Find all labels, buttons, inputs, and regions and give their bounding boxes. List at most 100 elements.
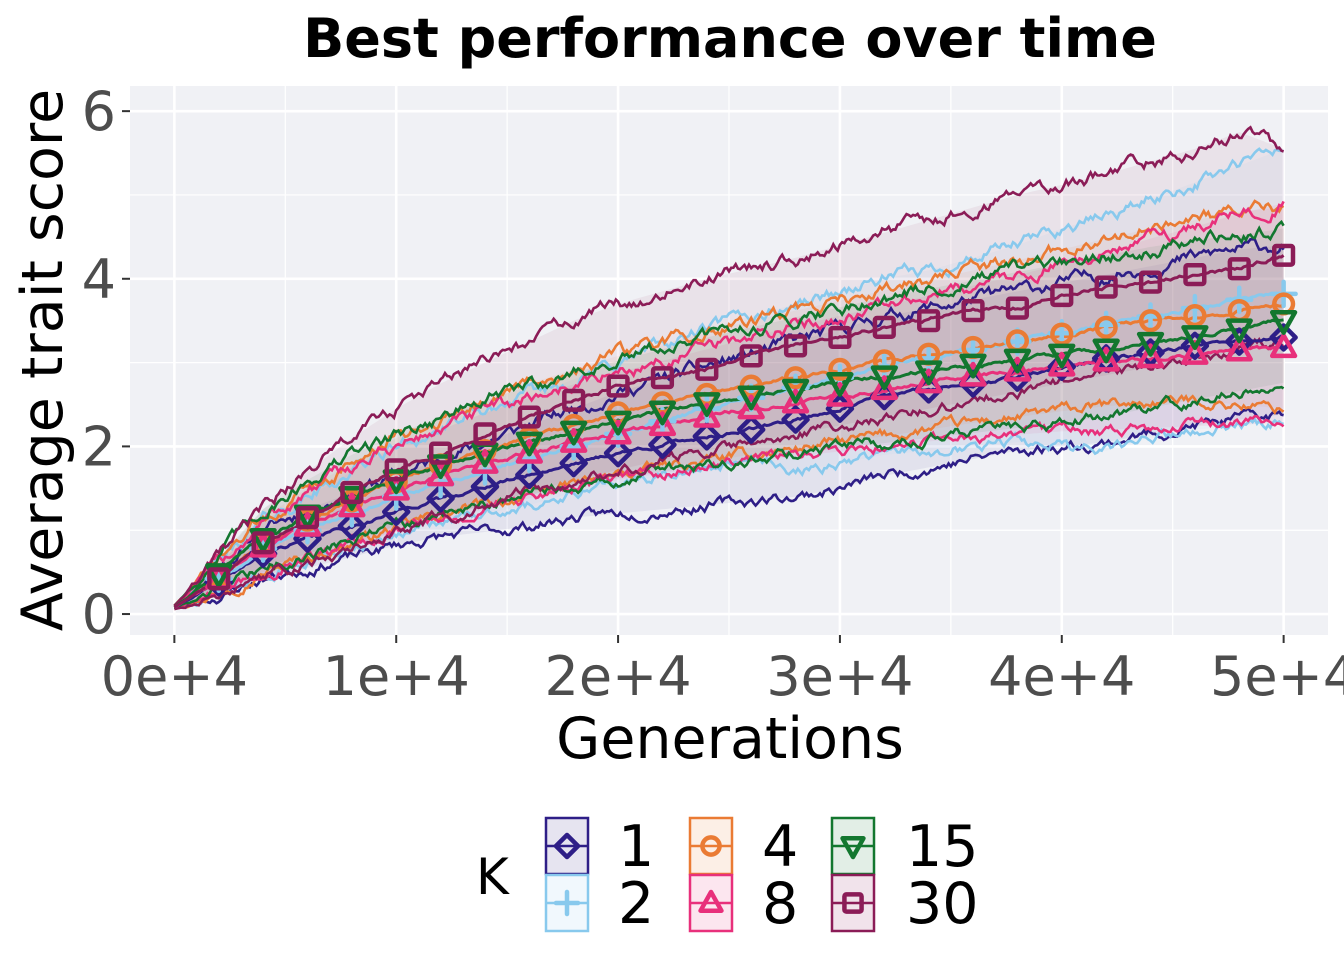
marker-k8	[915, 368, 943, 394]
marker-k4	[1094, 315, 1118, 340]
lower-line-k8	[174, 414, 1285, 611]
marker-k1	[470, 472, 500, 501]
marker-k4	[872, 349, 896, 373]
marker-k30	[650, 366, 675, 390]
marker-k15	[959, 353, 987, 379]
marker-k15	[693, 392, 721, 418]
legend-marker-k1	[553, 832, 581, 860]
x-tick-label: 4e+4	[988, 645, 1135, 708]
marker-k30	[783, 334, 808, 358]
y-tick-label: 0	[82, 583, 116, 646]
marker-k8	[781, 388, 810, 414]
marker-k8	[1092, 346, 1120, 372]
marker-k15	[382, 469, 410, 495]
marker-k15	[515, 431, 543, 457]
marker-k30	[251, 531, 275, 555]
y-axis: 0 2 4 6	[82, 80, 130, 646]
marker-k30	[606, 374, 630, 398]
y-tick-label: 6	[82, 80, 116, 143]
marker-k30	[1227, 257, 1251, 281]
marker-k8	[338, 492, 366, 518]
marker-k4	[828, 357, 852, 381]
marker-k30	[739, 344, 763, 368]
y-tick-label: 2	[82, 415, 116, 478]
marker-k8	[870, 375, 898, 401]
marker-k15	[604, 410, 632, 436]
marker-k1	[559, 448, 588, 478]
legend-title: K	[476, 848, 510, 906]
marker-k8	[1003, 356, 1032, 382]
marker-k1	[1180, 331, 1210, 361]
marker-k8	[959, 361, 987, 387]
y-tick-label: 4	[82, 248, 116, 311]
x-tick-label: 1e+4	[323, 645, 470, 708]
marker-k1	[381, 497, 411, 527]
legend-label-k8: 8	[762, 871, 798, 937]
marker-k8	[1048, 351, 1076, 377]
upper-line-k8	[173, 200, 1285, 607]
marker-k30	[872, 315, 896, 340]
marker-k8	[648, 411, 677, 437]
marker-k8	[1181, 339, 1209, 365]
marker-k1	[1047, 352, 1077, 382]
marker-k1	[648, 430, 677, 459]
band-k30	[174, 132, 1284, 609]
marker-k4	[1138, 309, 1163, 333]
x-tick-label: 0e+4	[101, 645, 248, 708]
x-axis: 0e+4 1e+4 2e+4 3e+4 4e+4 5e+4	[101, 635, 1344, 708]
marker-k30	[295, 506, 320, 530]
marker-k8	[604, 419, 632, 445]
marker-k8	[826, 381, 854, 407]
marker-k4	[783, 366, 808, 390]
marker-k30	[428, 441, 453, 465]
legend-label-k4: 4	[762, 814, 798, 880]
marker-k15	[781, 378, 810, 404]
marker-k30	[1050, 283, 1074, 308]
legend-marker-k30	[842, 892, 864, 914]
marker-k30	[828, 325, 852, 350]
marker-k8	[293, 511, 322, 537]
y-axis-title: Average trait score	[10, 89, 76, 631]
legend-marker-k4	[700, 835, 722, 857]
marker-k30	[562, 388, 586, 412]
marker-k15	[737, 385, 765, 411]
legend-marker-k15	[840, 836, 866, 860]
marker-k30	[1272, 243, 1296, 267]
marker-k1	[515, 460, 544, 490]
marker-k15	[1181, 325, 1209, 351]
x-tick-label: 5e+4	[1210, 645, 1344, 708]
marker-k8	[382, 475, 410, 501]
legend-label-k1: 1	[618, 814, 654, 880]
marker-k30	[1005, 296, 1030, 320]
band-k15	[174, 228, 1284, 609]
lower-line-k15	[173, 385, 1285, 611]
marker-k15	[249, 527, 277, 553]
legend-marker-k2	[553, 889, 581, 917]
marker-k30	[517, 405, 541, 429]
marker-k8	[737, 394, 765, 420]
marker-k1	[736, 415, 766, 444]
marker-k8	[1225, 336, 1253, 362]
marker-k4	[1050, 322, 1074, 346]
upper-line-k30	[173, 125, 1285, 607]
marker-k8	[426, 461, 455, 487]
marker-k15	[338, 486, 366, 511]
marker-k30	[384, 458, 408, 482]
chart-title: Best performance over time	[303, 7, 1157, 70]
marker-k1	[692, 422, 722, 451]
marker-k8	[471, 448, 499, 474]
marker-k15	[1003, 348, 1032, 374]
marker-k15	[560, 420, 588, 446]
marker-k1	[1225, 327, 1254, 356]
marker-k15	[826, 372, 854, 397]
marker-k8	[515, 438, 543, 464]
band-k1	[174, 245, 1284, 610]
marker-k30	[1094, 275, 1118, 299]
marker-k1	[781, 405, 810, 434]
marker-k15	[915, 360, 943, 386]
marker-k8	[249, 532, 277, 558]
upper-line-k4	[173, 199, 1285, 607]
marker-k15	[1136, 331, 1165, 357]
